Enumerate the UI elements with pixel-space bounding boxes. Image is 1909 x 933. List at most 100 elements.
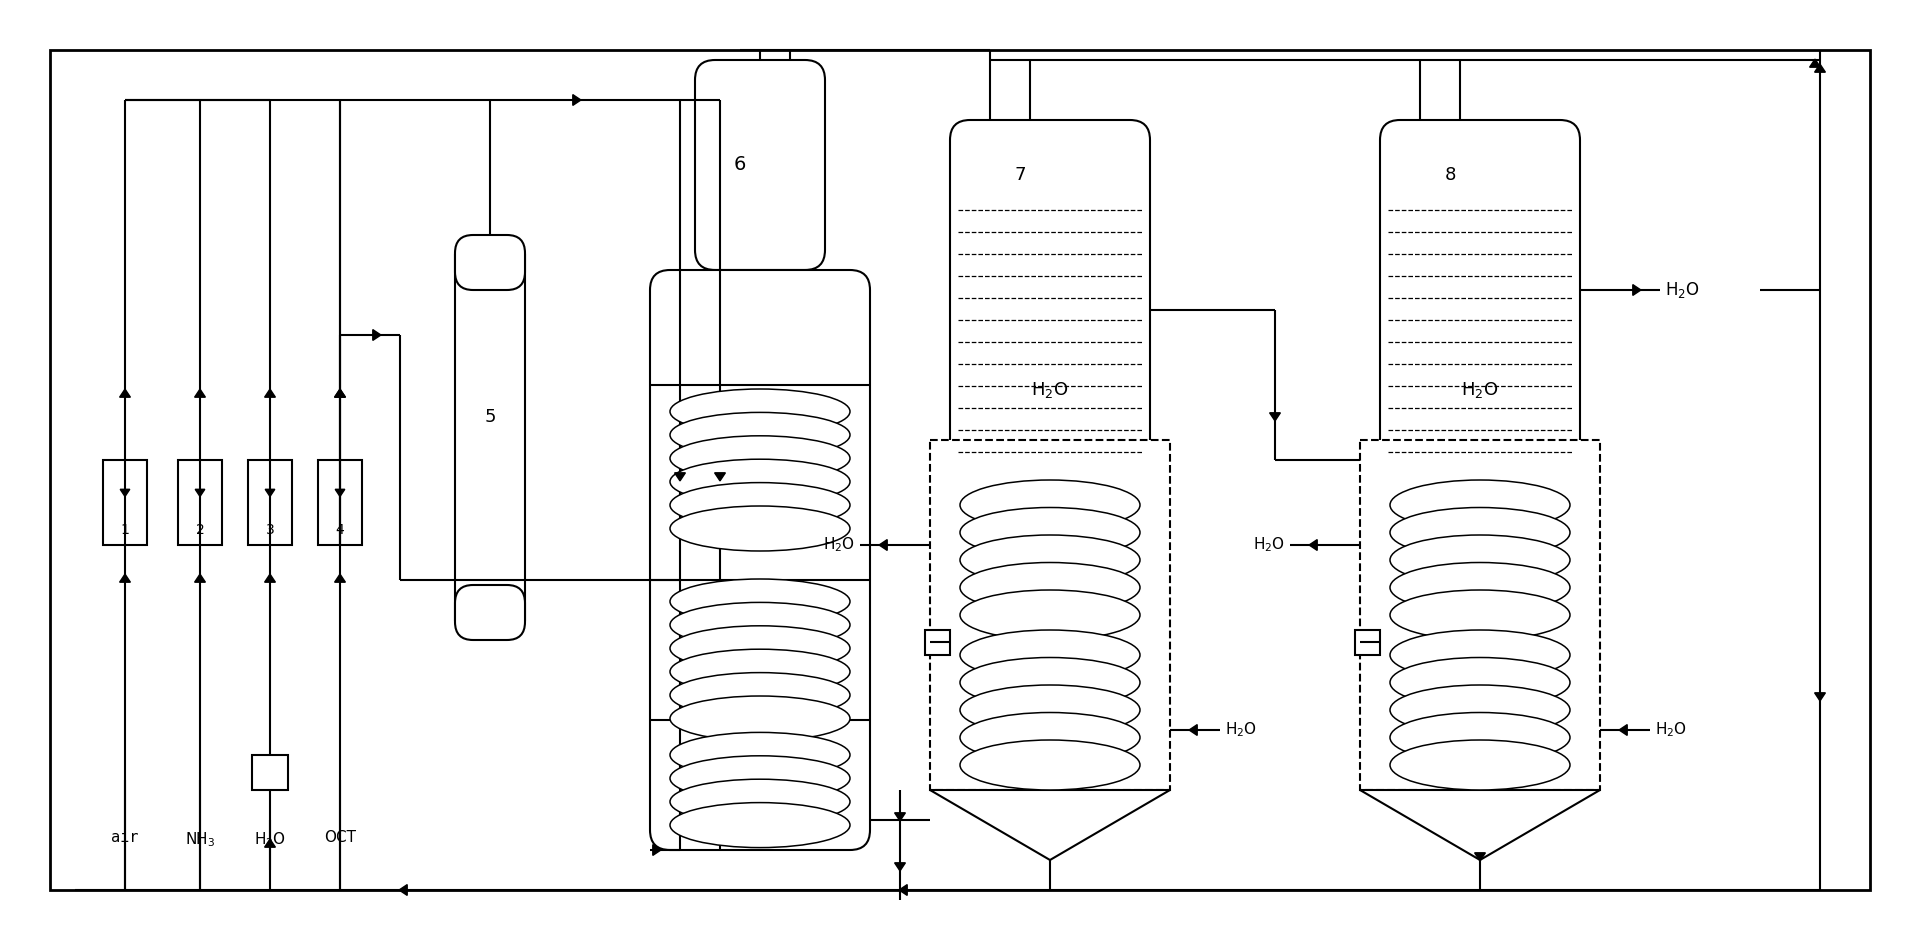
Text: H$_2$O: H$_2$O [1031, 380, 1069, 400]
Ellipse shape [1390, 630, 1569, 680]
Ellipse shape [670, 732, 850, 777]
Bar [1355, 630, 1380, 655]
Text: H$_2$O: H$_2$O [1226, 720, 1256, 739]
Polygon shape [195, 574, 206, 582]
Bar [1359, 440, 1600, 790]
Polygon shape [120, 489, 130, 496]
Text: H$_2$O: H$_2$O [1655, 720, 1688, 739]
Polygon shape [714, 473, 725, 480]
Ellipse shape [670, 696, 850, 741]
Ellipse shape [670, 756, 850, 801]
Ellipse shape [1390, 480, 1569, 530]
Ellipse shape [960, 535, 1140, 585]
Ellipse shape [960, 590, 1140, 640]
Ellipse shape [1390, 508, 1569, 558]
Ellipse shape [960, 658, 1140, 707]
Polygon shape [334, 389, 346, 397]
Polygon shape [895, 863, 905, 870]
Bar [248, 460, 292, 545]
Ellipse shape [670, 436, 850, 480]
Text: 1: 1 [120, 523, 130, 537]
Polygon shape [120, 389, 130, 397]
Polygon shape [265, 489, 275, 496]
Polygon shape [336, 489, 346, 496]
Polygon shape [1815, 693, 1825, 701]
Polygon shape [1189, 725, 1197, 735]
Polygon shape [653, 844, 661, 856]
Ellipse shape [670, 673, 850, 717]
FancyBboxPatch shape [695, 60, 825, 270]
FancyBboxPatch shape [649, 270, 871, 850]
Ellipse shape [670, 603, 850, 648]
Polygon shape [899, 884, 907, 896]
Bar [926, 630, 951, 655]
Polygon shape [334, 574, 346, 582]
Polygon shape [334, 389, 346, 397]
Text: H$_2$O: H$_2$O [1460, 380, 1499, 400]
Text: H$_2$O: H$_2$O [1252, 536, 1285, 554]
Polygon shape [895, 813, 905, 821]
Polygon shape [1815, 64, 1825, 72]
Ellipse shape [670, 506, 850, 551]
Text: H$_2$O: H$_2$O [254, 830, 286, 849]
Polygon shape [1269, 412, 1281, 421]
Ellipse shape [670, 626, 850, 671]
Polygon shape [1359, 790, 1600, 860]
Ellipse shape [1390, 590, 1569, 640]
Ellipse shape [960, 480, 1140, 530]
Polygon shape [372, 329, 382, 341]
Polygon shape [674, 473, 685, 480]
Ellipse shape [960, 713, 1140, 762]
Text: OCT: OCT [325, 830, 355, 845]
Ellipse shape [960, 685, 1140, 735]
Ellipse shape [670, 649, 850, 694]
Ellipse shape [960, 563, 1140, 612]
Ellipse shape [670, 779, 850, 824]
Ellipse shape [960, 630, 1140, 680]
Text: 2: 2 [195, 523, 204, 537]
FancyBboxPatch shape [1380, 120, 1581, 470]
Bar [178, 460, 221, 545]
FancyBboxPatch shape [454, 585, 525, 640]
Text: 3: 3 [265, 523, 275, 537]
Polygon shape [265, 839, 275, 847]
Polygon shape [1310, 539, 1317, 550]
Ellipse shape [670, 579, 850, 624]
Ellipse shape [1390, 658, 1569, 707]
Bar [103, 460, 147, 545]
Text: air: air [111, 830, 139, 845]
Polygon shape [265, 574, 275, 582]
Ellipse shape [1390, 713, 1569, 762]
Bar [930, 440, 1170, 790]
Text: NH$_3$: NH$_3$ [185, 830, 216, 849]
Polygon shape [120, 574, 130, 582]
Polygon shape [195, 389, 206, 397]
Ellipse shape [670, 412, 850, 457]
Polygon shape [195, 489, 204, 496]
Ellipse shape [960, 740, 1140, 790]
Polygon shape [1810, 59, 1821, 67]
Text: H$_2$O: H$_2$O [823, 536, 855, 554]
Text: H$_2$O: H$_2$O [1665, 280, 1699, 300]
Ellipse shape [670, 482, 850, 527]
Polygon shape [399, 884, 407, 896]
Polygon shape [1474, 853, 1485, 861]
Bar [454, 255, 525, 620]
Bar [319, 460, 363, 545]
Ellipse shape [960, 508, 1140, 558]
Text: 6: 6 [733, 156, 746, 174]
Ellipse shape [1390, 685, 1569, 735]
Ellipse shape [670, 389, 850, 434]
Text: 5: 5 [485, 408, 496, 426]
Ellipse shape [670, 459, 850, 504]
Polygon shape [265, 389, 275, 397]
Text: 4: 4 [336, 523, 344, 537]
Ellipse shape [670, 802, 850, 847]
Ellipse shape [1390, 740, 1569, 790]
Polygon shape [1632, 285, 1642, 296]
Polygon shape [930, 790, 1170, 860]
Text: 8: 8 [1445, 166, 1457, 184]
Bar [252, 755, 288, 790]
Polygon shape [880, 539, 888, 550]
FancyBboxPatch shape [454, 235, 525, 290]
